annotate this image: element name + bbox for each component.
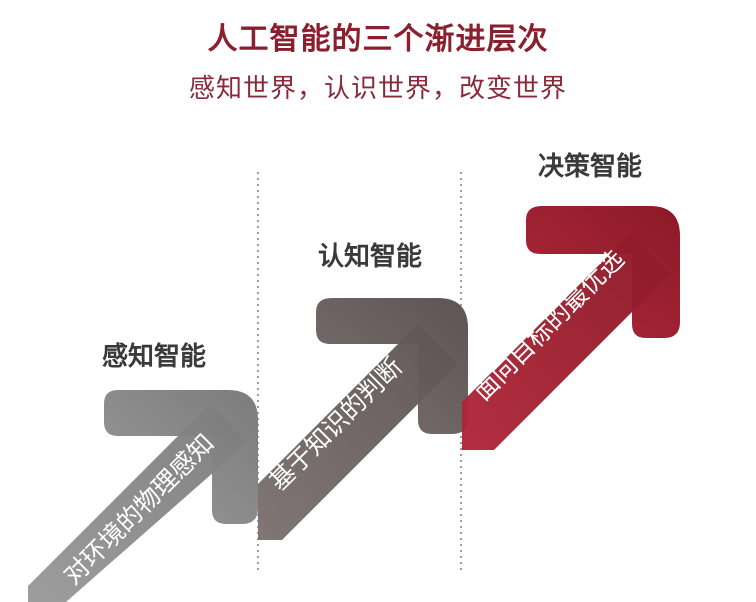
stage-label-decision: 决策智能: [538, 152, 643, 182]
stage-arrow-perception: 对环境的物理感知: [28, 390, 258, 602]
stage-arrow-cognition: 基于知识的判断: [258, 298, 468, 540]
stage-label-cognition: 认知智能: [318, 242, 423, 272]
diagram-subtitle: 感知世界，认识世界，改变世界: [188, 74, 567, 104]
stage-desc-perception: 对环境的物理感知: [58, 428, 220, 590]
stage-arrow-decision: 面向目标的最优选: [462, 206, 680, 450]
diagram-title: 人工智能的三个渐进层次: [207, 22, 549, 57]
stage-label-perception: 感知智能: [102, 342, 207, 372]
